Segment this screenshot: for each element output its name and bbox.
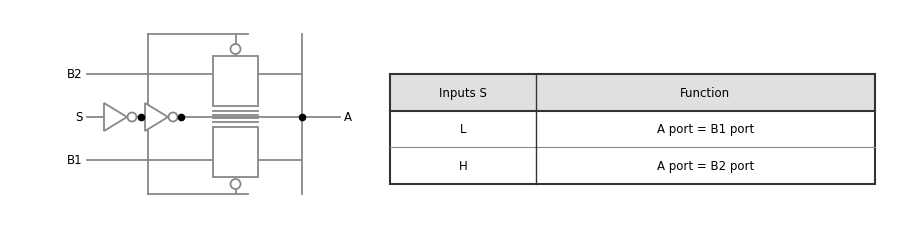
Text: Function: Function xyxy=(680,87,730,99)
Bar xyxy=(390,148,875,184)
Text: Inputs S: Inputs S xyxy=(439,87,487,99)
Text: A port = B1 port: A port = B1 port xyxy=(657,123,754,136)
Text: A: A xyxy=(344,111,352,124)
Bar xyxy=(390,75,875,184)
Text: L: L xyxy=(460,123,466,136)
Bar xyxy=(390,75,875,111)
Bar xyxy=(213,128,258,177)
Text: B2: B2 xyxy=(68,68,83,81)
Text: A port = B2 port: A port = B2 port xyxy=(657,159,754,172)
Text: S: S xyxy=(76,111,83,124)
Bar xyxy=(213,57,258,106)
Polygon shape xyxy=(104,104,127,131)
Bar xyxy=(390,111,875,148)
Text: B1: B1 xyxy=(68,154,83,167)
Text: H: H xyxy=(458,159,467,172)
Polygon shape xyxy=(145,104,168,131)
